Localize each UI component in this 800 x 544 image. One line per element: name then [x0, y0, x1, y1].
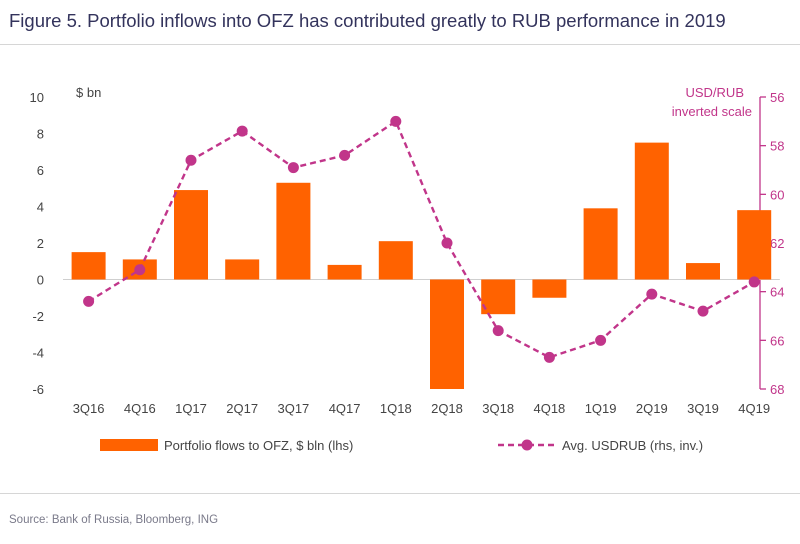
bar [583, 208, 618, 280]
x-tick-label: 3Q19 [687, 401, 719, 416]
right-tick-label: 64 [770, 285, 784, 300]
legend: Portfolio flows to OFZ, $ bln (lhs) Avg.… [100, 438, 703, 453]
line-point [441, 237, 453, 249]
bar [430, 279, 464, 389]
footer-divider [0, 493, 800, 494]
right-tick-label: 62 [770, 236, 784, 251]
bar [686, 263, 720, 280]
line-point [697, 305, 709, 317]
x-tick-label: 2Q18 [431, 401, 463, 416]
line-series [83, 115, 760, 363]
title-divider [0, 44, 800, 45]
source-note: Source: Bank of Russia, Bloomberg, ING [9, 514, 219, 526]
left-tick-label: -2 [32, 309, 44, 324]
line-point [492, 325, 504, 337]
right-tick-label: 60 [770, 187, 784, 202]
legend-bar-swatch [100, 439, 158, 451]
chart-title: Figure 5. Portfolio inflows into OFZ has… [9, 10, 726, 31]
right-tick-label: 56 [770, 90, 784, 105]
right-tick-label: 68 [770, 382, 784, 397]
line-point [287, 162, 299, 174]
x-tick-label: 3Q18 [482, 401, 514, 416]
x-tick-label: 2Q17 [226, 401, 258, 416]
right-axis-label-line2: inverted scale [672, 104, 752, 119]
x-tick-label: 4Q19 [738, 401, 770, 416]
left-tick-label: 10 [30, 90, 44, 105]
line-point [543, 351, 555, 363]
bar [634, 142, 669, 280]
x-axis: 3Q16 4Q16 1Q17 2Q17 3Q17 4Q17 1Q18 2Q18 3Q18 4Q18… [73, 401, 770, 416]
legend-bar-label: Portfolio flows to OFZ, $ bln (lhs) [164, 438, 353, 453]
line-point [134, 264, 146, 276]
left-tick-label: 4 [37, 200, 44, 215]
right-axis-label-line1: USD/RUB [685, 85, 744, 100]
x-tick-label: 4Q17 [329, 401, 361, 416]
x-tick-label: 1Q19 [585, 401, 617, 416]
line-point [185, 154, 197, 166]
x-tick-label: 3Q16 [73, 401, 105, 416]
line-point [339, 149, 351, 161]
right-tick-label: 66 [770, 333, 784, 348]
x-tick-label: 1Q18 [380, 401, 412, 416]
bar-series [71, 142, 772, 389]
x-tick-label: 3Q17 [277, 401, 309, 416]
bar [481, 279, 516, 315]
bar [327, 264, 362, 280]
x-tick-label: 1Q17 [175, 401, 207, 416]
line-point [748, 276, 760, 288]
bar [71, 252, 106, 280]
bar [225, 259, 260, 280]
x-tick-label: 4Q16 [124, 401, 156, 416]
bar [174, 190, 208, 280]
left-tick-label: 8 [37, 127, 44, 142]
left-axis-label: $ bn [76, 85, 101, 100]
legend-line-label: Avg. USDRUB (rhs, inv.) [562, 438, 703, 453]
bar [532, 279, 567, 298]
bar [276, 182, 311, 280]
left-tick-label: 6 [37, 163, 44, 178]
line-point [390, 115, 402, 127]
usdrub-line [87, 119, 755, 359]
right-tick-label: 58 [770, 139, 784, 154]
line-point [236, 125, 248, 137]
left-tick-label: -6 [32, 382, 44, 397]
line-point [83, 295, 95, 307]
bar [378, 241, 413, 280]
left-axis: 10 8 6 4 2 0 -2 -4 -6 [30, 90, 44, 397]
right-axis: 56 58 60 62 64 66 68 [760, 90, 784, 397]
left-tick-label: 0 [37, 273, 44, 288]
legend-line-marker [521, 439, 533, 451]
left-tick-label: -4 [32, 346, 44, 361]
bar [737, 210, 772, 280]
line-point [595, 334, 607, 346]
left-tick-label: 2 [37, 236, 44, 251]
x-tick-label: 2Q19 [636, 401, 668, 416]
line-point [646, 288, 658, 300]
x-tick-label: 4Q18 [533, 401, 565, 416]
